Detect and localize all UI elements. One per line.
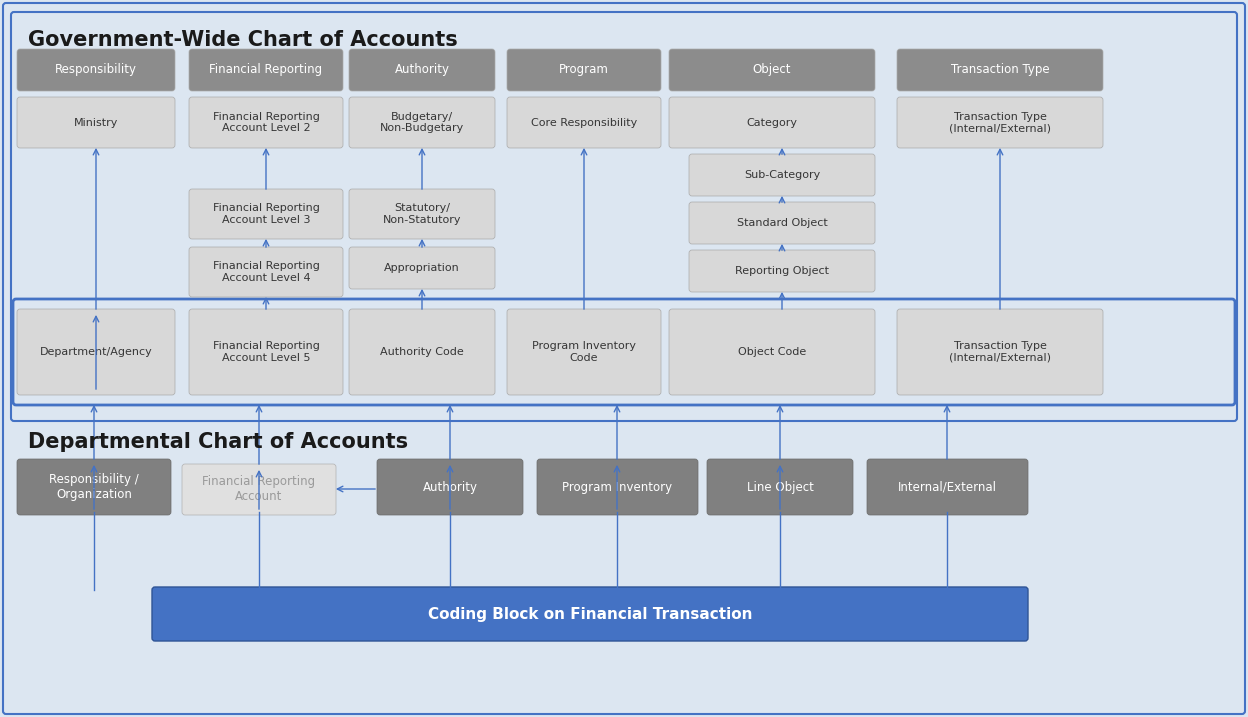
Text: Authority: Authority (423, 480, 478, 493)
Text: Program: Program (559, 64, 609, 77)
FancyBboxPatch shape (182, 464, 336, 515)
Text: Responsibility /
Organization: Responsibility / Organization (49, 473, 139, 501)
FancyBboxPatch shape (689, 154, 875, 196)
Text: Financial Reporting: Financial Reporting (210, 64, 322, 77)
Text: Statutory/
Non-Statutory: Statutory/ Non-Statutory (383, 203, 462, 225)
Text: Transaction Type
(Internal/External): Transaction Type (Internal/External) (948, 112, 1051, 133)
Text: Coding Block on Financial Transaction: Coding Block on Financial Transaction (428, 607, 753, 622)
FancyBboxPatch shape (188, 309, 343, 395)
Text: Object Code: Object Code (738, 347, 806, 357)
FancyBboxPatch shape (349, 97, 495, 148)
FancyBboxPatch shape (2, 3, 1246, 714)
FancyBboxPatch shape (188, 97, 343, 148)
FancyBboxPatch shape (507, 49, 661, 91)
Text: Standard Object: Standard Object (736, 218, 827, 228)
Text: Financial Reporting
Account Level 3: Financial Reporting Account Level 3 (212, 203, 319, 225)
FancyBboxPatch shape (377, 459, 523, 515)
FancyBboxPatch shape (669, 309, 875, 395)
FancyBboxPatch shape (11, 12, 1237, 421)
Text: Sub-Category: Sub-Category (744, 170, 820, 180)
Text: Program Inventory
Code: Program Inventory Code (532, 341, 636, 363)
FancyBboxPatch shape (867, 459, 1028, 515)
Text: Reporting Object: Reporting Object (735, 266, 829, 276)
FancyBboxPatch shape (17, 309, 175, 395)
Text: Object: Object (753, 64, 791, 77)
FancyBboxPatch shape (152, 587, 1028, 641)
FancyBboxPatch shape (349, 247, 495, 289)
FancyBboxPatch shape (897, 49, 1103, 91)
FancyBboxPatch shape (897, 97, 1103, 148)
Text: Transaction Type
(Internal/External): Transaction Type (Internal/External) (948, 341, 1051, 363)
FancyBboxPatch shape (708, 459, 852, 515)
FancyBboxPatch shape (12, 299, 1236, 405)
FancyBboxPatch shape (188, 247, 343, 297)
FancyBboxPatch shape (507, 97, 661, 148)
Text: Responsibility: Responsibility (55, 64, 137, 77)
FancyBboxPatch shape (188, 189, 343, 239)
Text: Financial Reporting
Account: Financial Reporting Account (202, 475, 316, 503)
Text: Core Responsibility: Core Responsibility (530, 118, 638, 128)
Text: Appropriation: Appropriation (384, 263, 459, 273)
FancyBboxPatch shape (349, 49, 495, 91)
FancyBboxPatch shape (537, 459, 698, 515)
FancyBboxPatch shape (897, 309, 1103, 395)
Text: Category: Category (746, 118, 797, 128)
Text: Financial Reporting
Account Level 2: Financial Reporting Account Level 2 (212, 112, 319, 133)
Text: Program Inventory: Program Inventory (563, 480, 673, 493)
FancyBboxPatch shape (17, 459, 171, 515)
Text: Financial Reporting
Account Level 5: Financial Reporting Account Level 5 (212, 341, 319, 363)
Text: Authority: Authority (394, 64, 449, 77)
Text: Department/Agency: Department/Agency (40, 347, 152, 357)
Text: Ministry: Ministry (74, 118, 119, 128)
FancyBboxPatch shape (669, 49, 875, 91)
FancyBboxPatch shape (349, 189, 495, 239)
Text: Line Object: Line Object (746, 480, 814, 493)
Text: Authority Code: Authority Code (381, 347, 464, 357)
Text: Transaction Type: Transaction Type (951, 64, 1050, 77)
FancyBboxPatch shape (17, 97, 175, 148)
Text: Departmental Chart of Accounts: Departmental Chart of Accounts (27, 432, 408, 452)
Text: Budgetary/
Non-Budgetary: Budgetary/ Non-Budgetary (379, 112, 464, 133)
FancyBboxPatch shape (669, 97, 875, 148)
Text: Government-Wide Chart of Accounts: Government-Wide Chart of Accounts (27, 30, 458, 50)
FancyBboxPatch shape (188, 49, 343, 91)
Text: Financial Reporting
Account Level 4: Financial Reporting Account Level 4 (212, 261, 319, 282)
FancyBboxPatch shape (689, 202, 875, 244)
FancyBboxPatch shape (507, 309, 661, 395)
FancyBboxPatch shape (349, 309, 495, 395)
Text: Internal/External: Internal/External (899, 480, 997, 493)
FancyBboxPatch shape (17, 49, 175, 91)
FancyBboxPatch shape (689, 250, 875, 292)
